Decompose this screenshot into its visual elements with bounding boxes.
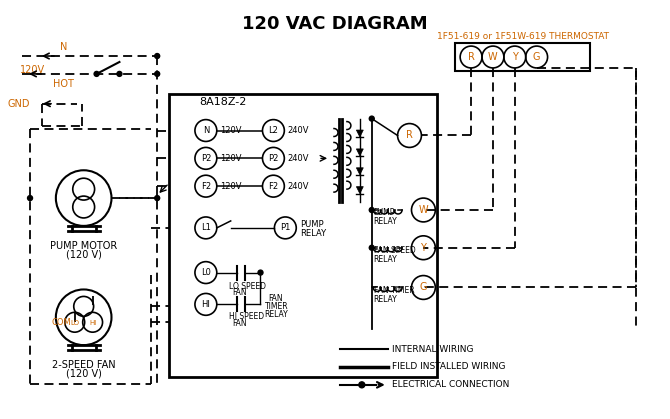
Text: RELAY: RELAY <box>374 295 397 304</box>
Text: P2: P2 <box>201 154 211 163</box>
Text: L1: L1 <box>201 223 211 233</box>
Text: LO SPEED: LO SPEED <box>228 282 266 290</box>
Circle shape <box>117 71 122 76</box>
Text: Y: Y <box>421 243 426 253</box>
Text: 120V: 120V <box>220 126 241 135</box>
Text: N: N <box>60 42 68 52</box>
Circle shape <box>27 196 33 201</box>
Circle shape <box>369 245 375 250</box>
Text: PUMP: PUMP <box>300 220 324 229</box>
Bar <box>169 94 438 377</box>
Text: 120V: 120V <box>220 154 241 163</box>
Circle shape <box>359 382 364 388</box>
Text: RELAY: RELAY <box>374 217 397 226</box>
Text: FAN TIMER: FAN TIMER <box>374 286 414 295</box>
Text: W: W <box>419 205 428 215</box>
Text: P1: P1 <box>280 223 291 233</box>
Polygon shape <box>356 168 363 175</box>
Text: FAN: FAN <box>232 288 247 297</box>
Text: L2: L2 <box>269 126 278 135</box>
Text: FAN: FAN <box>269 294 283 303</box>
Text: TIMER: TIMER <box>265 302 288 311</box>
Text: Y: Y <box>512 52 518 62</box>
Text: 120V: 120V <box>220 182 241 191</box>
Circle shape <box>155 54 159 59</box>
Text: RELAY: RELAY <box>300 229 326 238</box>
Circle shape <box>369 116 375 121</box>
Text: FIELD INSTALLED WIRING: FIELD INSTALLED WIRING <box>392 362 505 372</box>
Text: 2-SPEED FAN: 2-SPEED FAN <box>52 360 115 370</box>
Text: RELAY: RELAY <box>374 255 397 264</box>
Text: R: R <box>406 130 413 140</box>
Text: L0: L0 <box>201 268 211 277</box>
Text: HI SPEED: HI SPEED <box>228 312 264 321</box>
Text: (120 V): (120 V) <box>66 250 102 260</box>
Text: (120 V): (120 V) <box>66 369 102 379</box>
Text: P2: P2 <box>268 154 279 163</box>
Circle shape <box>369 207 375 212</box>
Text: 240V: 240V <box>287 154 309 163</box>
Circle shape <box>258 270 263 275</box>
Text: HI: HI <box>89 320 96 326</box>
Bar <box>455 43 590 71</box>
Text: HOT: HOT <box>54 79 74 89</box>
Polygon shape <box>356 149 363 156</box>
Text: PUMP MOTOR: PUMP MOTOR <box>50 241 117 251</box>
Text: INTERNAL WIRING: INTERNAL WIRING <box>392 344 473 354</box>
Text: FAN SPEED: FAN SPEED <box>374 246 415 255</box>
Polygon shape <box>356 186 363 194</box>
Text: ELECTRICAL CONNECTION: ELECTRICAL CONNECTION <box>392 380 509 389</box>
Text: F2: F2 <box>201 182 211 191</box>
Text: 120V: 120V <box>20 65 46 75</box>
Circle shape <box>155 196 159 201</box>
Text: W: W <box>488 52 498 62</box>
Text: 120 VAC DIAGRAM: 120 VAC DIAGRAM <box>242 16 428 33</box>
Text: HI: HI <box>202 300 210 309</box>
Text: COM: COM <box>52 318 72 327</box>
Text: FAN: FAN <box>232 319 247 328</box>
Text: N: N <box>202 126 209 135</box>
Text: 8A18Z-2: 8A18Z-2 <box>199 97 247 107</box>
Text: PUMP: PUMP <box>374 209 395 217</box>
Text: GND: GND <box>7 99 29 109</box>
Text: F2: F2 <box>269 182 279 191</box>
Text: R: R <box>468 52 474 62</box>
Polygon shape <box>356 130 363 137</box>
Text: 1F51-619 or 1F51W-619 THERMOSTAT: 1F51-619 or 1F51W-619 THERMOSTAT <box>437 32 609 41</box>
Text: 240V: 240V <box>287 182 309 191</box>
Text: G: G <box>419 282 427 292</box>
Text: G: G <box>533 52 541 62</box>
Text: 240V: 240V <box>287 126 309 135</box>
Text: LO: LO <box>70 320 79 326</box>
Circle shape <box>155 71 159 76</box>
Circle shape <box>94 71 99 76</box>
Text: RELAY: RELAY <box>265 310 288 319</box>
